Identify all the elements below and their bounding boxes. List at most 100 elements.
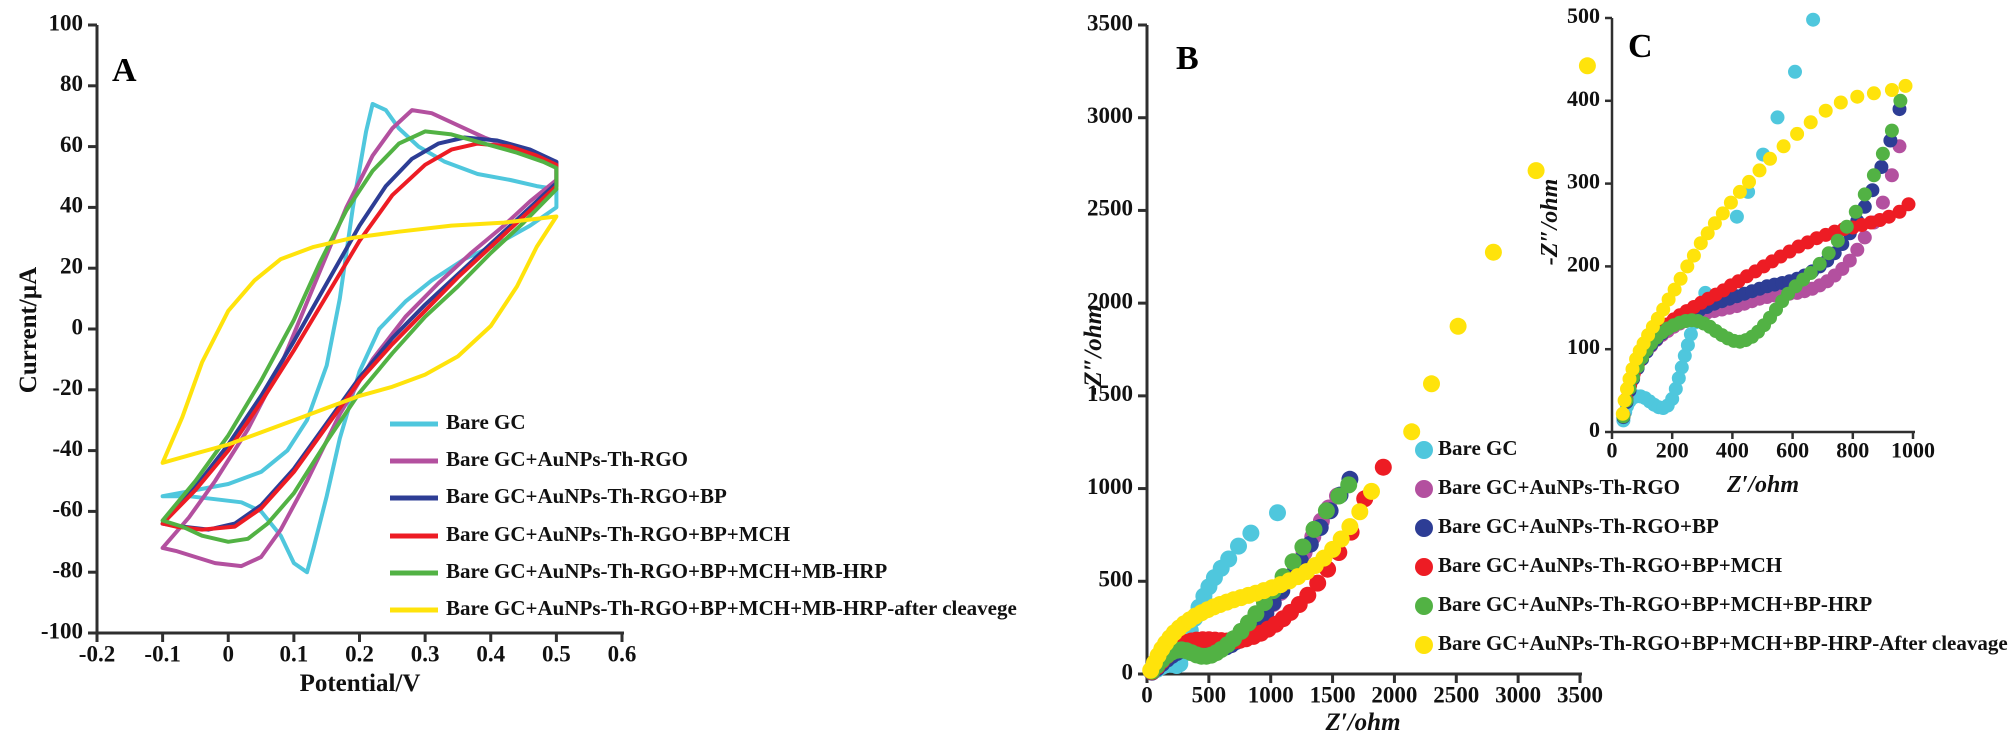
cv-curve [160, 129, 559, 544]
y-tick-label: 60 [60, 132, 83, 157]
series-b-bare-gc-aunps-th-rgo-bp-mch-bp-hrp [1143, 476, 1358, 680]
x-tick-label: 1000 [1891, 438, 1935, 463]
legend-item-bare-gc-aunps-th-rgo: Bare GC+AuNPs-Th-RGO [1415, 475, 1680, 499]
y-tick-label: 300 [1567, 169, 1600, 194]
legend-dot-swatch [1415, 636, 1433, 654]
legend-label: Bare GC [1438, 436, 1518, 460]
x-tick-label: 2500 [1433, 683, 1479, 708]
data-point [1423, 375, 1440, 393]
series-c-bare-gc-aunps-th-rgo-bp-mch-bp-hrp [1616, 93, 1908, 424]
y-tick-label: 2500 [1087, 196, 1133, 221]
data-point [1788, 64, 1802, 79]
legend-label: Bare GC+AuNPs-Th-RGO+BP+MCH [1438, 553, 1782, 577]
data-point [1680, 259, 1695, 274]
series-b-bare-gc-aunps-th-rgo-bp-mch-bp-hrp-after-cleavage [1142, 57, 1596, 679]
x-tick-label: 500 [1192, 683, 1227, 708]
data-point [1857, 230, 1872, 245]
data-point [1806, 12, 1821, 27]
cv-curve [160, 214, 559, 465]
data-point [1850, 242, 1865, 257]
data-point [1341, 518, 1359, 536]
legend-item-bare-gc-aunps-th-rgo-bp: Bare GC+AuNPs-Th-RGO+BP [1415, 514, 1719, 538]
legend-dot-swatch [1415, 597, 1433, 615]
x-tick-label: -0.2 [79, 642, 115, 667]
data-point [1881, 209, 1896, 224]
data-point [1617, 393, 1632, 408]
data-point [1884, 168, 1899, 183]
data-point [1269, 504, 1286, 522]
x-axis-title: Z′/ohm [1324, 709, 1400, 736]
y-tick-label: 80 [60, 71, 83, 96]
panel-c-letter: C [1628, 28, 1653, 65]
data-point [1770, 110, 1785, 125]
data-point [1671, 371, 1686, 386]
panel-b: 0 500 1000 1500 2000 2500 3000 3500050010001500… [1080, 10, 2008, 736]
x-tick-label: 800 [1836, 438, 1869, 463]
data-point [1812, 256, 1827, 271]
series-c-bare-gc-aunps-th-rgo-bp-mch-bp-hrp-after-cleavage [1615, 78, 1913, 421]
data-point [1700, 226, 1715, 241]
y-tick-label: 500 [1567, 3, 1600, 28]
series-a-bare-gc-aunps-th-rgo-bp-mch-mb-hrp-after-cleavege [160, 214, 559, 465]
legend-dot-swatch [1415, 558, 1433, 576]
legend-panel-b: Bare GC Bare GC+AuNPs-Th-RGO Bare GC+AuNPs… [1415, 436, 2008, 655]
data-point [1742, 174, 1756, 189]
data-point [1230, 537, 1247, 555]
panel-b-letter: B [1176, 40, 1199, 77]
y-tick-label: 0 [72, 314, 84, 339]
x-tick-label: -0.1 [144, 642, 180, 667]
x-tick-label: 0 [223, 642, 235, 667]
data-point [1615, 406, 1630, 421]
data-point [1449, 317, 1467, 335]
data-point [1299, 586, 1317, 604]
y-tick-label: 2000 [1087, 288, 1133, 313]
data-point [1305, 520, 1323, 538]
data-point [1839, 219, 1854, 234]
legend-dot-swatch [1415, 519, 1433, 537]
y-tick-label: 500 [1099, 567, 1134, 592]
legend-dot-swatch [1415, 441, 1433, 459]
data-point [1309, 574, 1327, 592]
data-point [1803, 266, 1818, 280]
x-tick-label: 600 [1776, 438, 1809, 463]
series-a-bare-gc [160, 102, 559, 575]
data-point [1818, 103, 1833, 118]
y-tick-label: 1000 [1087, 474, 1133, 499]
legend-dot-swatch [1415, 480, 1433, 498]
data-point [1723, 195, 1738, 210]
y-axis-title: -Z″/ohm [1080, 305, 1107, 395]
data-point [1833, 95, 1848, 110]
y-tick-label: 0 [1589, 417, 1600, 442]
legend-item-bare-gc-aunps-th-rgo-bp-mch-bp-hrp: Bare GC+AuNPs-Th-RGO+BP+MCH+BP-HRP [1415, 592, 1872, 616]
x-tick-label: 1500 [1310, 683, 1356, 708]
x-tick-label: 1000 [1248, 683, 1294, 708]
y-tick-label: 0 [1122, 659, 1134, 684]
x-tick-label: 0.2 [345, 642, 374, 667]
data-point [1363, 482, 1380, 500]
legend-item-bare-gc-aunps-th-rgo-bp-mch-bp-hrp-after-cleavage: Bare GC+AuNPs-Th-RGO+BP+MCH+BP-HRP-After… [1415, 631, 2008, 655]
data-point [1776, 139, 1791, 154]
y-tick-label: 3500 [1087, 10, 1133, 35]
y-tick-label: 1500 [1087, 381, 1133, 406]
data-point [1898, 78, 1913, 93]
data-point [1220, 550, 1238, 568]
data-point [1242, 524, 1260, 542]
data-point [1578, 57, 1596, 75]
data-point [1330, 487, 1348, 505]
legend-label: Bare GC+AuNPs-Th-RGO+BP+MCH+MB-HRP-after… [446, 596, 1017, 620]
data-point [1683, 327, 1698, 342]
data-point [1857, 187, 1872, 202]
panel-a-letter: A [112, 52, 137, 89]
data-point [1667, 282, 1682, 297]
y-tick-label: 40 [60, 193, 83, 218]
legend-label: Bare GC+AuNPs-Th-RGO+BP+MCH+BP-HRP [1438, 592, 1872, 616]
data-point [1284, 553, 1302, 571]
y-tick-label: 100 [49, 10, 84, 35]
x-axis-title: Potential/V [300, 670, 421, 697]
y-axis-title: Current/µA [15, 267, 42, 393]
legend-item-bare-gc-aunps-th-rgo-bp-mch-mb-hrp: Bare GC+AuNPs-Th-RGO+BP+MCH+MB-HRP [390, 559, 887, 583]
y-tick-label: -40 [52, 436, 83, 461]
data-point [1674, 360, 1689, 375]
data-point [1693, 236, 1708, 251]
